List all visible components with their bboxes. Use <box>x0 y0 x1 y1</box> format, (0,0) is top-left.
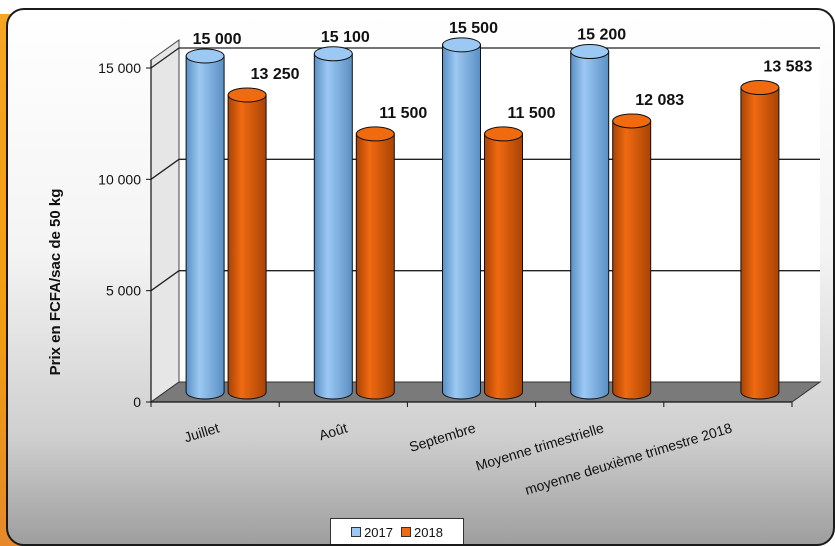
legend-item-2018: 2018 <box>401 525 443 540</box>
y-tick-label: 0 <box>133 394 141 410</box>
y-axis-label: Prix en FCFA/sac de 50 kg <box>47 189 64 376</box>
data-label-2018-3: 12 083 <box>635 92 684 109</box>
data-label-2018-4: 13 583 <box>763 59 812 76</box>
chart-tick-labels: 0 5 000 10 000 15 000 <box>98 60 141 410</box>
data-label-2018-0: 13 250 <box>251 66 300 83</box>
chart: 15 000 13 250 15 100 11 500 15 500 11 500 15 2… <box>47 20 822 498</box>
bar-2017-3 <box>570 44 610 400</box>
legend-label-2018: 2018 <box>414 524 443 540</box>
bar-2018-1 <box>355 126 395 400</box>
legend-swatch-2018 <box>401 527 411 537</box>
x-category-label: Septembre <box>407 420 477 455</box>
x-category-label: Juillet <box>182 420 221 446</box>
legend-label-2017: 2017 <box>364 524 393 540</box>
bar-2018-3 <box>612 113 652 400</box>
legend-item-2017: 2017 <box>351 525 393 540</box>
bar-2018-2 <box>484 126 523 400</box>
chart-data-labels: 15 000 13 250 15 100 11 500 15 500 11 500 15 2… <box>193 20 813 122</box>
bar-2018-4 <box>740 80 780 400</box>
chart-panel: 15 000 13 250 15 100 11 500 15 500 11 500 15 2… <box>6 8 835 546</box>
x-category-label: Août <box>317 420 349 444</box>
bar-2017-2 <box>442 37 481 400</box>
chart-bars <box>185 37 780 400</box>
data-label-2017-2: 15 500 <box>449 20 498 37</box>
data-label-2017-0: 15 000 <box>193 31 242 48</box>
bar-2018-0 <box>227 87 267 400</box>
x-category-label: moyenne deuxième trimestre 2018 <box>523 420 734 498</box>
data-label-2018-2: 11 500 <box>507 105 555 122</box>
chart-axes <box>146 60 793 407</box>
legend-swatch-2017 <box>351 527 362 537</box>
y-tick-label: 10 000 <box>98 171 141 187</box>
side-wall <box>150 39 180 403</box>
data-label-2017-1: 15 100 <box>321 29 370 46</box>
bar-2017-0 <box>185 48 225 400</box>
data-label-2017-3: 15 200 <box>577 27 626 44</box>
legend: 2017 2018 <box>330 518 464 544</box>
y-tick-label: 5 000 <box>106 283 141 299</box>
data-label-2018-1: 11 500 <box>379 105 427 122</box>
y-tick-label: 15 000 <box>98 60 141 76</box>
bar-2017-1 <box>313 46 353 400</box>
